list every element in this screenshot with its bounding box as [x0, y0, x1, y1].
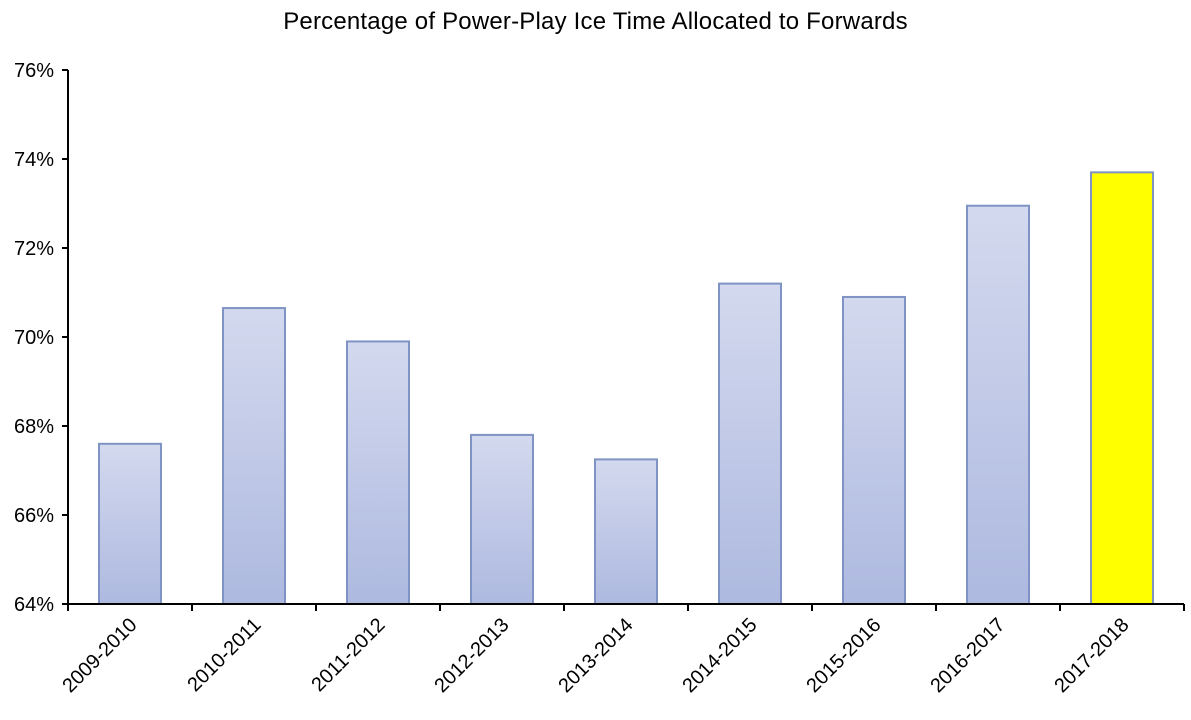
x-tick-label: 2013-2014 — [554, 614, 637, 697]
bar-2011-2012 — [346, 340, 410, 605]
bar-2017-2018 — [1090, 171, 1154, 605]
x-tick-label: 2014-2015 — [678, 614, 761, 697]
axes-layer — [62, 69, 1185, 611]
y-tick-label: 64% — [14, 594, 54, 616]
bars-layer — [98, 171, 1154, 605]
chart-title: Percentage of Power-Play Ice Time Alloca… — [283, 8, 908, 35]
bar-2012-2013 — [470, 433, 534, 605]
bar-2009-2010 — [98, 442, 162, 605]
x-tick-label: 2011-2012 — [307, 614, 389, 696]
y-tick-label: 72% — [14, 238, 54, 260]
x-tick-label: 2009-2010 — [58, 614, 141, 697]
x-tick-label: 2012-2013 — [430, 614, 513, 697]
y-tick-label: 66% — [14, 505, 54, 527]
bar-2010-2011 — [222, 307, 286, 605]
bar-2016-2017 — [966, 204, 1030, 605]
bar-2013-2014 — [594, 458, 658, 605]
x-axis-tick-labels: 2009-2010 2010-2011 2011-2012 2012-2013 2013… — [58, 614, 1133, 697]
bar-2015-2016 — [842, 295, 906, 605]
x-tick-label: 2015-2016 — [802, 614, 885, 697]
y-tick-label: 74% — [14, 149, 54, 171]
bar-2014-2015 — [718, 282, 782, 605]
x-tick-label: 2016-2017 — [926, 614, 1009, 697]
x-tick-label: 2017-2018 — [1050, 614, 1133, 697]
y-tick-label: 70% — [14, 327, 54, 349]
x-tick-label: 2010-2011 — [183, 614, 265, 696]
y-tick-label: 76% — [14, 60, 54, 82]
y-tick-label: 68% — [14, 416, 54, 438]
y-axis-tick-labels: 64% 66% 68% 70% 72% 74% 76% — [14, 60, 54, 616]
